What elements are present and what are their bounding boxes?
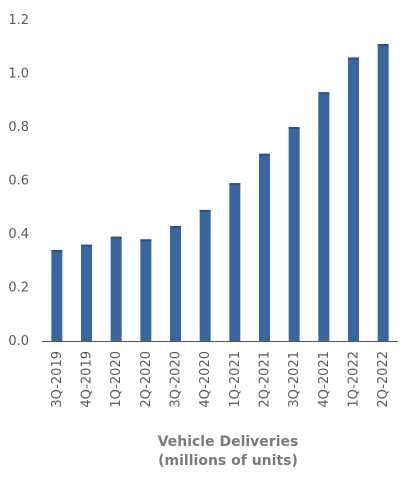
bar (51, 250, 63, 341)
y-tick-label: 1.2 (8, 13, 29, 28)
x-axis-title-line-2: (millions of units) (158, 453, 298, 469)
x-tick-label: 1Q-2022 (347, 351, 362, 408)
bar (110, 236, 122, 341)
y-tick-label: 1.0 (8, 67, 29, 82)
x-tick-label: 3Q-2020 (169, 351, 184, 408)
x-tick-label: 3Q-2021 (287, 351, 302, 408)
bar (377, 44, 389, 341)
y-tick-label: 0.8 (8, 120, 29, 135)
bar (81, 244, 92, 341)
x-tick-label: 4Q-2019 (80, 351, 95, 408)
bar (259, 153, 270, 341)
x-tick-label: 1Q-2020 (109, 351, 124, 408)
x-axis-title-line-1: Vehicle Deliveries (158, 434, 299, 450)
x-tick-label: 1Q-2021 (228, 351, 243, 408)
bar-cap (318, 92, 330, 95)
bar-cap (259, 153, 270, 156)
x-tick-label: 4Q-2021 (317, 351, 332, 408)
x-tick-label: 2Q-2021 (258, 351, 273, 408)
x-tick-label: 3Q-2019 (50, 351, 65, 408)
bar (199, 209, 211, 341)
y-axis: 0.0 0.2 0.4 0.6 0.8 1.0 1.2 (8, 13, 29, 349)
bar (288, 127, 300, 341)
bars (51, 44, 389, 341)
bar (229, 183, 241, 341)
bar-cap (377, 44, 389, 47)
x-tick-label: 2Q-2022 (376, 351, 391, 408)
x-tick-label: 2Q-2020 (139, 351, 154, 408)
bar-cap (51, 250, 63, 253)
y-tick-label: 0.0 (8, 334, 29, 349)
bar-cap (140, 239, 152, 242)
bar (348, 57, 359, 341)
bar-cap (110, 236, 122, 239)
x-axis: 3Q-2019 4Q-2019 1Q-2020 2Q-2020 3Q-2020 4Q-20… (42, 341, 398, 408)
bar-cap (199, 209, 211, 212)
bar (318, 92, 330, 341)
bar-cap (170, 225, 181, 228)
bar-cap (288, 127, 300, 129)
x-tick-label: 4Q-2020 (198, 351, 213, 408)
y-tick-label: 0.6 (8, 174, 29, 189)
x-axis-title: Vehicle Deliveries (millions of units) (158, 434, 299, 469)
y-tick-label: 0.4 (8, 227, 29, 242)
bar (140, 239, 152, 341)
y-tick-label: 0.2 (8, 281, 29, 296)
bar (170, 225, 181, 341)
bar-cap (81, 244, 92, 247)
bar-cap (229, 183, 241, 186)
bar-cap (348, 57, 359, 60)
